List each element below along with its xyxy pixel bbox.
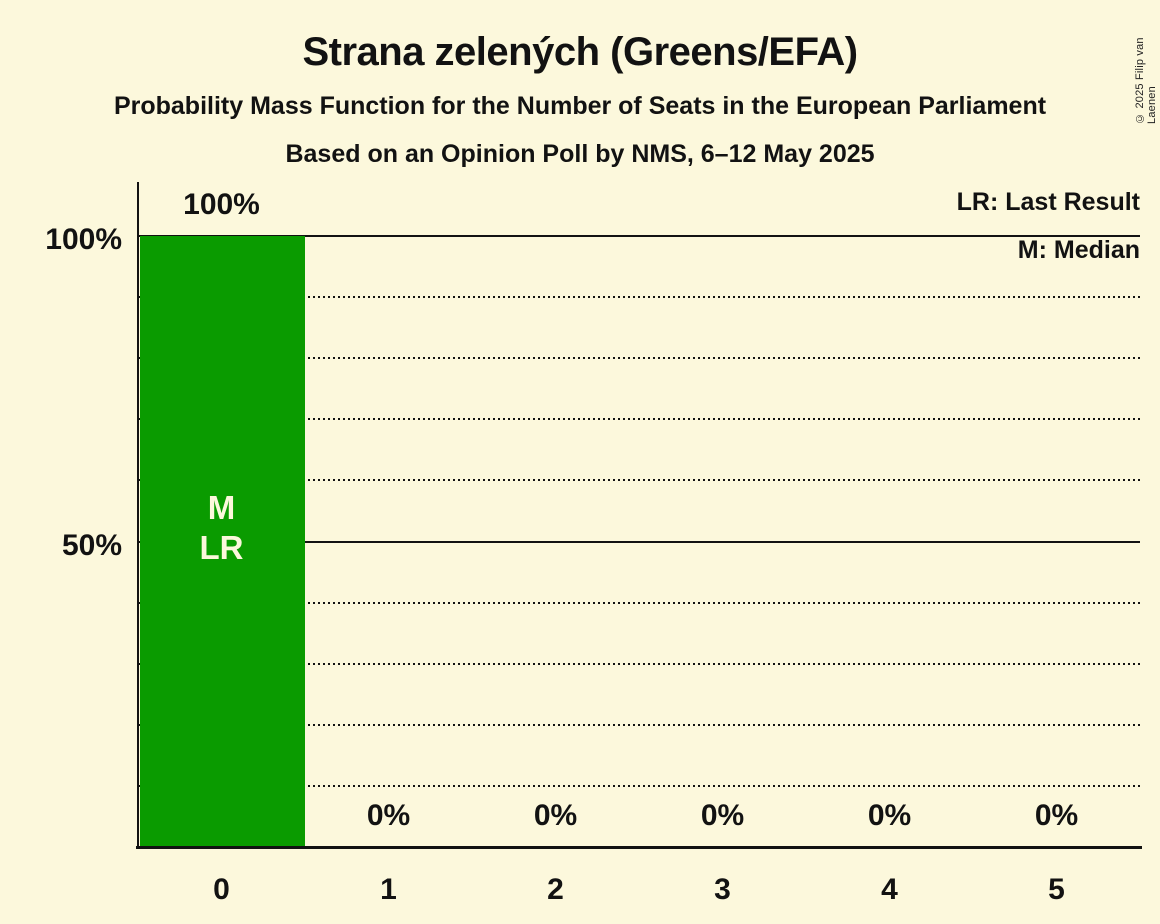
chart-poll-source: Based on an Opinion Poll by NMS, 6–12 Ma… — [285, 140, 875, 168]
y-tick-label-100: 100% — [45, 223, 122, 256]
bar-seat-0 — [140, 236, 305, 847]
x-tick-label-2: 2 — [547, 873, 564, 906]
bar-value-label-seat-1: 0% — [366, 799, 411, 832]
gridline-dotted-10 — [138, 784, 1140, 787]
gridline-dotted-90 — [138, 296, 1140, 299]
median-last-result-marker: M LR — [199, 488, 244, 566]
bar-value-label-seat-5: 0% — [1034, 799, 1079, 832]
bar-value-label-seat-4: 0% — [867, 799, 912, 832]
gridline-solid-100 — [138, 235, 1140, 237]
bar-value-label-seat-0: 100% — [183, 188, 260, 221]
x-tick-label-5: 5 — [1048, 873, 1065, 906]
gridline-dotted-30 — [138, 662, 1140, 665]
y-axis-line — [137, 182, 139, 848]
x-tick-label-4: 4 — [881, 873, 898, 906]
x-axis-line — [136, 846, 1142, 849]
chart-subtitle: Probability Mass Function for the Number… — [113, 92, 1047, 120]
gridline-dotted-40 — [138, 601, 1140, 604]
chart-title: Strana zelených (Greens/EFA) — [302, 30, 858, 74]
x-tick-label-3: 3 — [714, 873, 731, 906]
y-tick-label-50: 50% — [61, 528, 122, 562]
legend-last-result: LR: Last Result — [956, 188, 1140, 216]
gridline-dotted-60 — [138, 479, 1140, 482]
gridline-dotted-80 — [138, 357, 1140, 360]
bar-value-label-seat-3: 0% — [700, 799, 745, 832]
x-tick-label-1: 1 — [380, 873, 397, 906]
x-tick-label-0: 0 — [213, 873, 230, 906]
gridline-dotted-20 — [138, 723, 1140, 726]
legend-median: M: Median — [1017, 236, 1140, 264]
gridline-dotted-70 — [138, 418, 1140, 421]
gridline-solid-50 — [138, 540, 1140, 543]
bar-value-label-seat-2: 0% — [533, 799, 578, 832]
